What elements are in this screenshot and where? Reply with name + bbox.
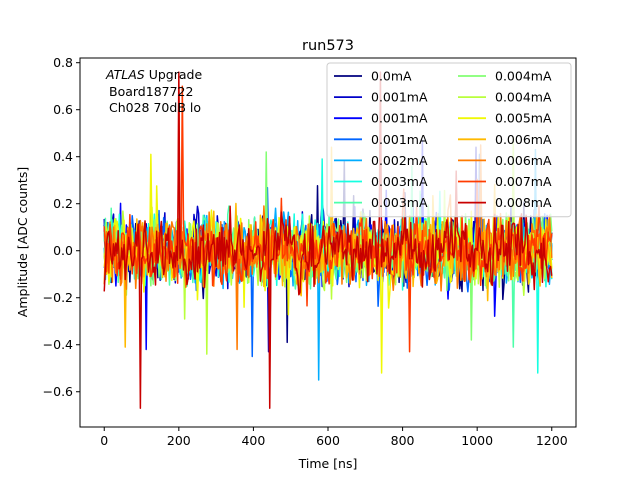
y-axis-label: Amplitude [ADC counts] xyxy=(15,167,30,317)
y-tick-label: 0.4 xyxy=(53,149,73,164)
legend-label: 0.001mA xyxy=(371,90,428,105)
annotation-atlas: ATLAS xyxy=(105,67,145,82)
legend-label: 0.007mA xyxy=(495,174,552,189)
annotation-line2: Board187722 xyxy=(109,84,193,99)
legend-label: 0.004mA xyxy=(495,69,552,84)
annotation-upgrade: Upgrade xyxy=(145,67,203,82)
legend-box xyxy=(326,62,572,218)
x-axis: 0 200 400 600 800 1000 1200 xyxy=(100,427,568,448)
x-tick-label: 1000 xyxy=(461,433,493,448)
x-tick-label: 1200 xyxy=(536,433,568,448)
y-tick-label: 0.2 xyxy=(53,196,73,211)
legend-label: 0.003mA xyxy=(371,174,428,189)
x-tick-label: 800 xyxy=(391,433,415,448)
series-group xyxy=(103,71,553,409)
y-tick-label: −0.2 xyxy=(43,290,73,305)
x-tick-label: 400 xyxy=(241,433,265,448)
legend-label: 0.008mA xyxy=(495,195,552,210)
x-tick-label: 0 xyxy=(100,433,108,448)
legend-label: 0.0mA xyxy=(371,69,412,84)
legend-label: 0.006mA xyxy=(495,153,552,168)
legend-label: 0.001mA xyxy=(371,132,428,147)
legend: 0.0mA 0.001mA 0.001mA 0.001mA 0.002mA 0.003mA… xyxy=(326,62,572,218)
legend-label: 0.002mA xyxy=(371,153,428,168)
legend-label: 0.006mA xyxy=(495,132,552,147)
y-axis: −0.6 −0.4 −0.2 0.0 0.2 0.4 0.6 0.8 xyxy=(43,55,80,399)
y-tick-label: 0.8 xyxy=(53,55,73,70)
x-axis-label: Time [ns] xyxy=(298,456,358,471)
annotation-line1: ATLAS Upgrade xyxy=(105,67,202,82)
series-line xyxy=(103,71,553,409)
y-tick-label: 0.0 xyxy=(53,243,73,258)
legend-label: 0.004mA xyxy=(495,90,552,105)
y-tick-label: 0.6 xyxy=(53,102,73,117)
legend-label: 0.005mA xyxy=(495,111,552,126)
annotation: ATLAS Upgrade Board187722 Ch028 70dB lo xyxy=(105,67,202,115)
annotation-line3: Ch028 70dB lo xyxy=(109,100,201,115)
x-tick-label: 200 xyxy=(167,433,191,448)
legend-label: 0.003mA xyxy=(371,195,428,210)
chart-title: run573 xyxy=(302,38,354,54)
plot-area xyxy=(103,71,553,409)
x-tick-label: 600 xyxy=(316,433,340,448)
legend-label: 0.001mA xyxy=(371,111,428,126)
y-tick-label: −0.6 xyxy=(43,384,73,399)
y-tick-label: −0.4 xyxy=(43,337,73,352)
